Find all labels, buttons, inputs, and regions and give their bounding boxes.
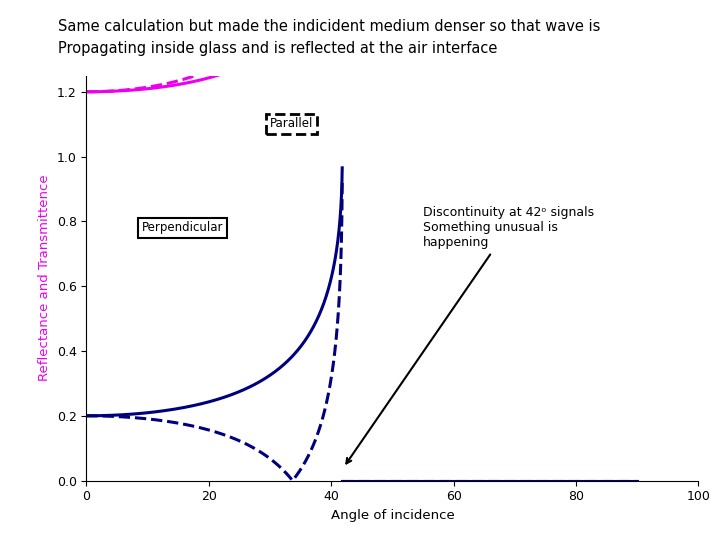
Text: Propagating inside glass and is reflected at the air interface: Propagating inside glass and is reflecte… (58, 40, 497, 56)
X-axis label: Angle of incidence: Angle of incidence (330, 509, 454, 522)
Text: Perpendicular: Perpendicular (141, 221, 223, 234)
Text: Discontinuity at 42ᵒ signals
Something unusual is
happening: Discontinuity at 42ᵒ signals Something u… (346, 206, 594, 463)
Y-axis label: Reflectance and Transmittence: Reflectance and Transmittence (38, 175, 51, 381)
Text: Parallel: Parallel (270, 117, 313, 131)
Text: Same calculation but made the indicident medium denser so that wave is: Same calculation but made the indicident… (58, 19, 600, 34)
